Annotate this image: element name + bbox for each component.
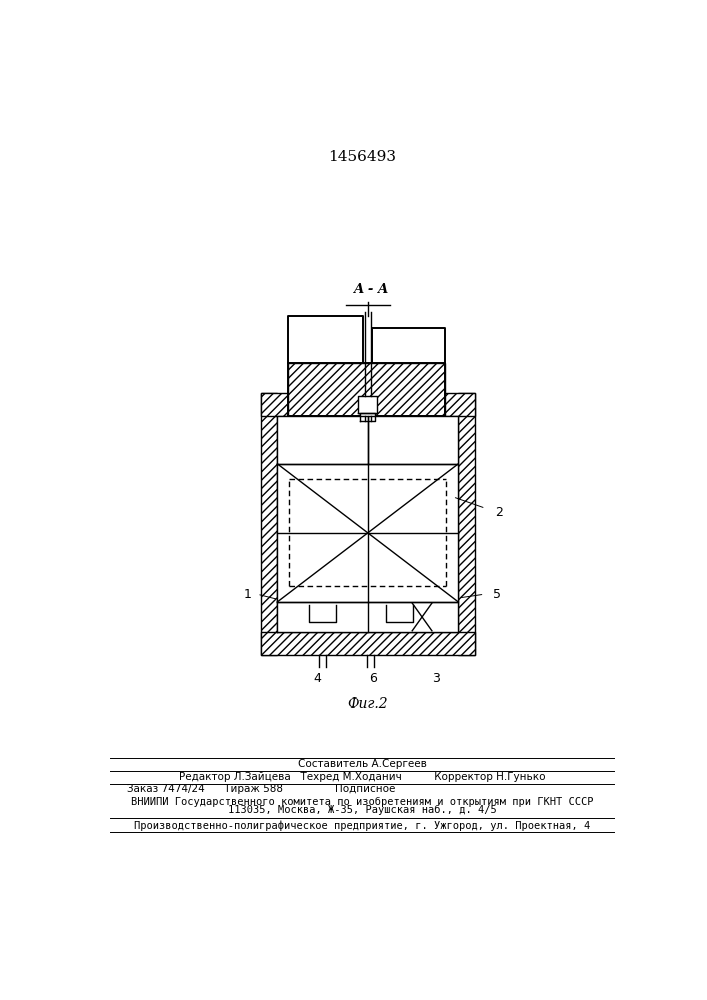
Text: A - A: A - A bbox=[353, 283, 388, 296]
Bar bbox=[360, 413, 375, 421]
Bar bbox=[458, 393, 474, 655]
Text: Производственно-полиграфическое предприятие, г. Ужгород, ул. Проектная, 4: Производственно-полиграфическое предприя… bbox=[134, 821, 590, 831]
Bar bbox=[358, 396, 378, 413]
Bar bbox=[277, 416, 368, 464]
Text: 5: 5 bbox=[493, 588, 501, 601]
Text: Редактор Л.Зайцева   Техред М.Ходанич          Корректор Н.Гунько: Редактор Л.Зайцева Техред М.Ходанич Корр… bbox=[179, 772, 546, 782]
Bar bbox=[368, 416, 458, 464]
Bar bbox=[372, 328, 445, 363]
Text: 6: 6 bbox=[369, 672, 378, 685]
Text: Заказ 7474/24      Тираж 588                Подписное: Заказ 7474/24 Тираж 588 Подписное bbox=[127, 784, 395, 794]
Text: 3: 3 bbox=[432, 672, 440, 685]
Bar bbox=[288, 316, 363, 363]
Bar bbox=[261, 393, 277, 655]
Text: Составитель А.Сергеев: Составитель А.Сергеев bbox=[298, 759, 427, 769]
Text: 1456493: 1456493 bbox=[328, 150, 397, 164]
Bar bbox=[288, 363, 445, 416]
Text: 1: 1 bbox=[243, 588, 251, 601]
Bar bbox=[386, 605, 413, 622]
Text: Фиг.2: Фиг.2 bbox=[348, 698, 388, 712]
Bar bbox=[261, 393, 474, 416]
Text: ВНИИПИ Государственного комитета по изобретениям и открытиям при ГКНТ СССР: ВНИИПИ Государственного комитета по изоб… bbox=[131, 796, 594, 807]
Bar bbox=[310, 605, 336, 622]
Bar bbox=[277, 464, 458, 602]
Bar bbox=[277, 602, 458, 632]
Text: 4: 4 bbox=[313, 672, 321, 685]
Bar bbox=[261, 632, 474, 655]
Text: 113035, Москва, Ж-35, Раушская наб., д. 4/5: 113035, Москва, Ж-35, Раушская наб., д. … bbox=[228, 805, 497, 815]
Text: 2: 2 bbox=[496, 506, 503, 519]
